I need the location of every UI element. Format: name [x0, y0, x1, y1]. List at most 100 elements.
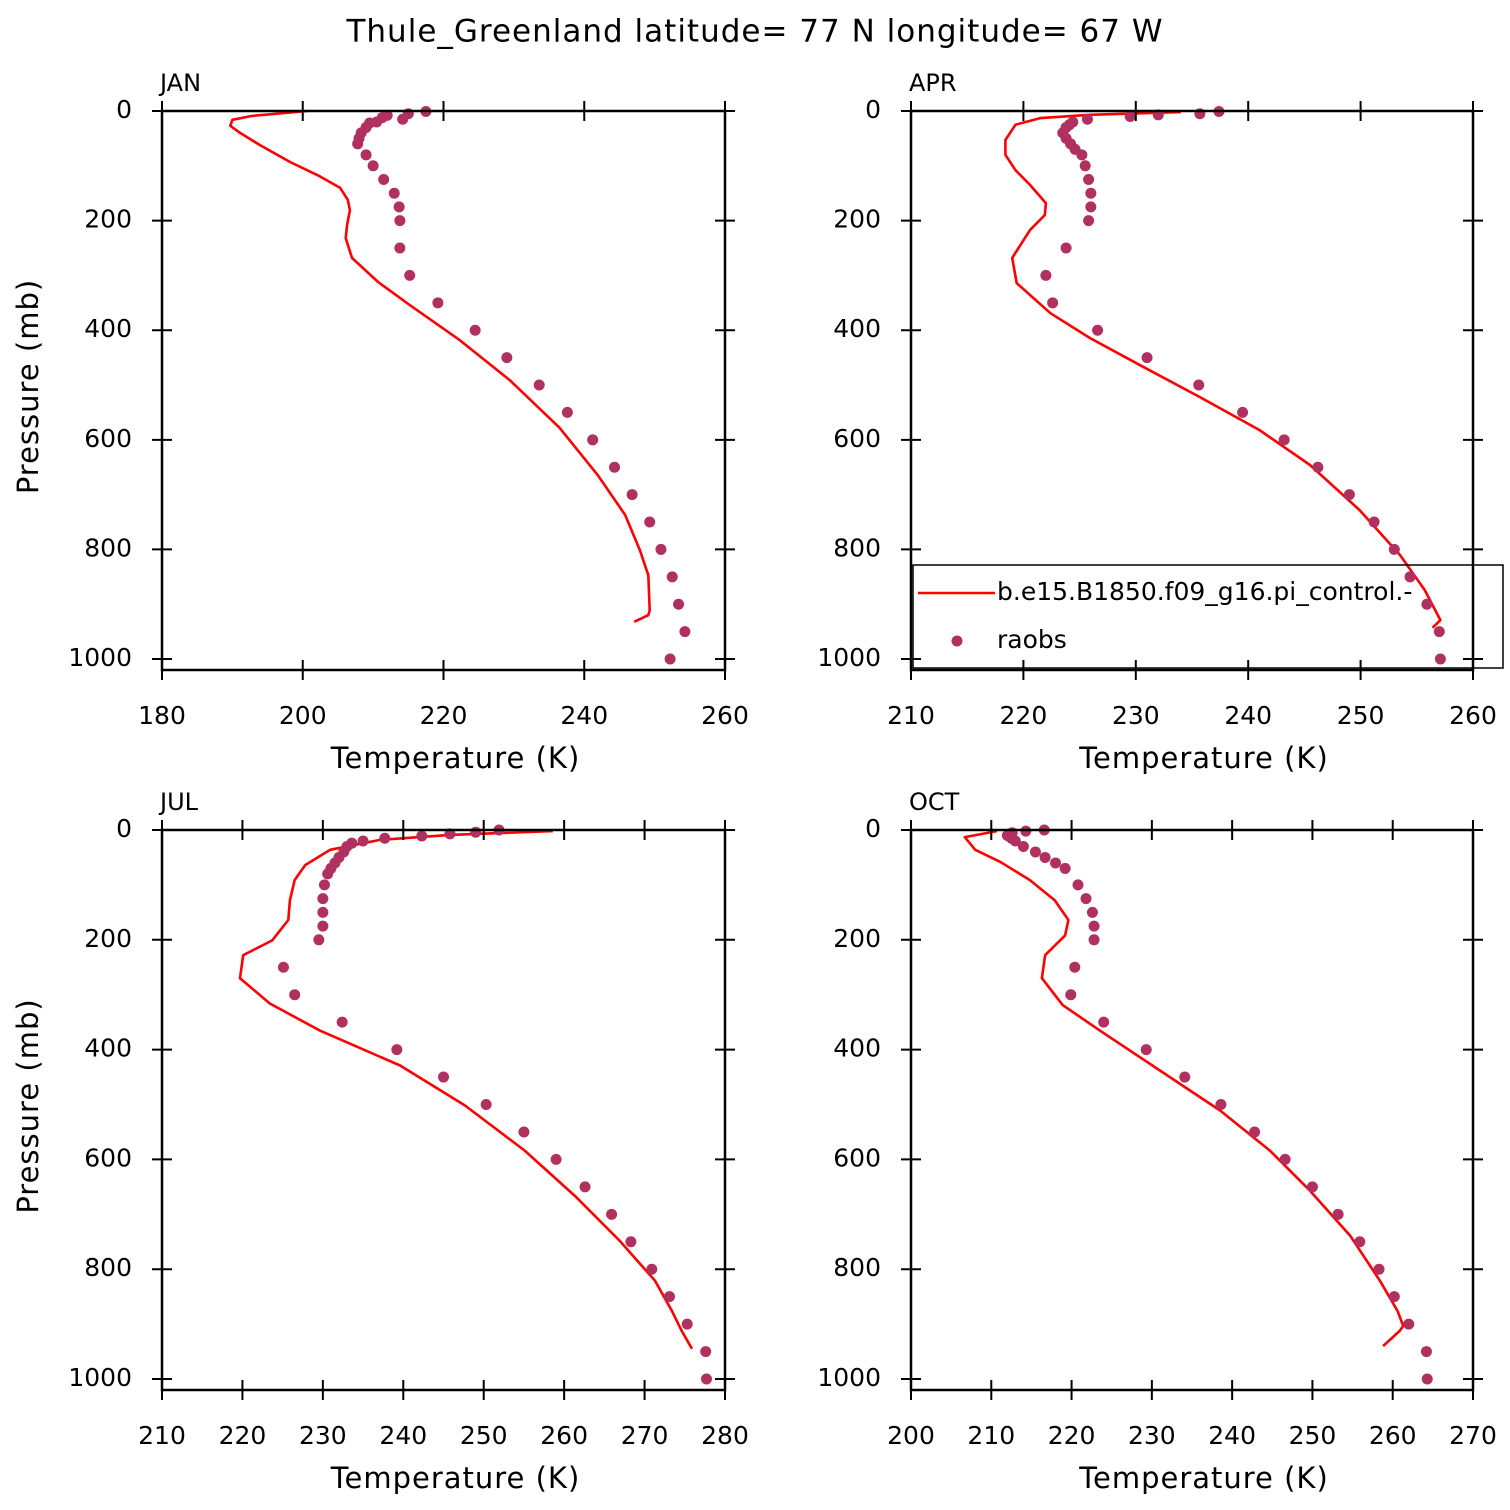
y-axis-label: Pressure (mb) [11, 279, 45, 494]
y-tick-label: 400 [84, 1034, 132, 1063]
obs-point [1017, 840, 1029, 852]
obs-point [480, 1099, 492, 1111]
y-tick-label: 400 [84, 314, 132, 343]
y-tick-label: 200 [833, 205, 881, 234]
y-tick-label: 800 [84, 533, 132, 562]
panel-label: JAN [158, 69, 201, 97]
x-tick-label: 210 [138, 1421, 186, 1450]
obs-point [1403, 1318, 1415, 1330]
obs-point [1278, 434, 1290, 446]
obs-point [1039, 851, 1051, 863]
y-tick-label: 1000 [817, 643, 881, 672]
x-tick-label: 220 [219, 1421, 267, 1450]
obs-point [701, 1373, 713, 1385]
panel: 180 200 220 240 260 0 200 400 600 800 1000 JAN Tempe… [11, 69, 749, 775]
obs-point [561, 406, 573, 418]
legend-box [912, 564, 1504, 669]
obs-point [277, 961, 289, 973]
x-tick-label: 260 [540, 1421, 588, 1450]
y-tick-label: 200 [84, 924, 132, 953]
plot-frame [160, 109, 727, 672]
obs-point [1368, 516, 1380, 528]
obs-point [1433, 626, 1445, 638]
obs-point [1312, 461, 1324, 473]
x-tick-label: 200 [887, 1421, 935, 1450]
x-tick-label: 180 [138, 701, 186, 730]
obs-point [1088, 934, 1100, 946]
obs-point [416, 830, 428, 842]
obs-point [1404, 571, 1416, 583]
obs-point [1140, 1044, 1152, 1056]
obs-point [352, 138, 364, 150]
obs-point [1421, 598, 1433, 610]
obs-point [1193, 379, 1205, 391]
obs-point [1237, 406, 1249, 418]
obs-point [550, 1153, 562, 1165]
obs-point [391, 1044, 403, 1056]
obs-point [1086, 906, 1098, 918]
x-tick-label: 200 [279, 701, 327, 730]
y-tick-label: 600 [84, 424, 132, 453]
obs-point [579, 1181, 591, 1193]
obs-point [646, 1263, 658, 1275]
y-tick-label: 1000 [817, 1363, 881, 1392]
y-tick-label: 0 [865, 814, 881, 843]
x-tick-label: 240 [1224, 701, 1272, 730]
x-tick-label: 250 [460, 1421, 508, 1450]
x-tick-label: 270 [621, 1421, 669, 1450]
y-tick-label: 600 [833, 424, 881, 453]
obs-point [1047, 297, 1059, 309]
obs-point [1065, 989, 1077, 1001]
obs-point [681, 1318, 693, 1330]
obs-point [626, 489, 638, 501]
obs-point [388, 187, 400, 199]
obs-point [1079, 160, 1091, 172]
obs-point [1092, 324, 1104, 336]
obs-point [1083, 215, 1095, 227]
obs-point [1421, 1373, 1433, 1385]
x-tick-label: 240 [379, 1421, 427, 1450]
x-tick-label: 220 [420, 701, 468, 730]
obs-point [378, 174, 390, 186]
x-tick-label: 220 [1048, 1421, 1096, 1450]
obs-point [1029, 846, 1041, 858]
obs-point [666, 571, 678, 583]
obs-point [394, 242, 406, 254]
y-tick-label: 200 [84, 205, 132, 234]
y-tick-label: 600 [833, 1143, 881, 1172]
obs-point [587, 434, 599, 446]
obs-point [1081, 113, 1093, 125]
x-tick-label: 230 [299, 1421, 347, 1450]
y-tick-label: 1000 [68, 643, 132, 672]
obs-point [700, 1346, 712, 1358]
obs-point [317, 893, 329, 905]
obs-point [644, 516, 656, 528]
obs-point [1306, 1181, 1318, 1193]
obs-point [533, 379, 545, 391]
x-tick-label: 230 [1112, 701, 1160, 730]
plot-frame [160, 828, 727, 1392]
obs-point [1420, 1346, 1432, 1358]
y-tick-label: 400 [833, 1034, 881, 1063]
panel: 210 220 230 240 250 260 0 200 400 600 800 1000 APR Te… [817, 69, 1496, 775]
x-tick-label: 250 [1337, 701, 1385, 730]
obs-point [360, 149, 372, 161]
figure-title: Thule_Greenland latitude= 77 N longitude… [345, 14, 1163, 50]
obs-point [1083, 174, 1095, 186]
x-axis-label: Temperature (K) [330, 741, 581, 775]
y-tick-label: 200 [833, 924, 881, 953]
obs-point [313, 934, 325, 946]
plot-frame [909, 109, 1475, 672]
obs-point [1088, 920, 1100, 932]
panel: 200 210 220 230 240 250 260 270 0 200 400 600 800 100… [817, 788, 1496, 1495]
obs-point [1085, 187, 1097, 199]
obs-point [336, 1016, 348, 1028]
obs-point [1072, 879, 1084, 891]
x-tick-label: 210 [887, 701, 935, 730]
obs-point [673, 598, 685, 610]
x-axis-label: Temperature (K) [1078, 741, 1329, 775]
panel-label: APR [909, 69, 957, 97]
y-tick-label: 800 [833, 533, 881, 562]
y-tick-label: 400 [833, 314, 881, 343]
obs-point [1080, 893, 1092, 905]
